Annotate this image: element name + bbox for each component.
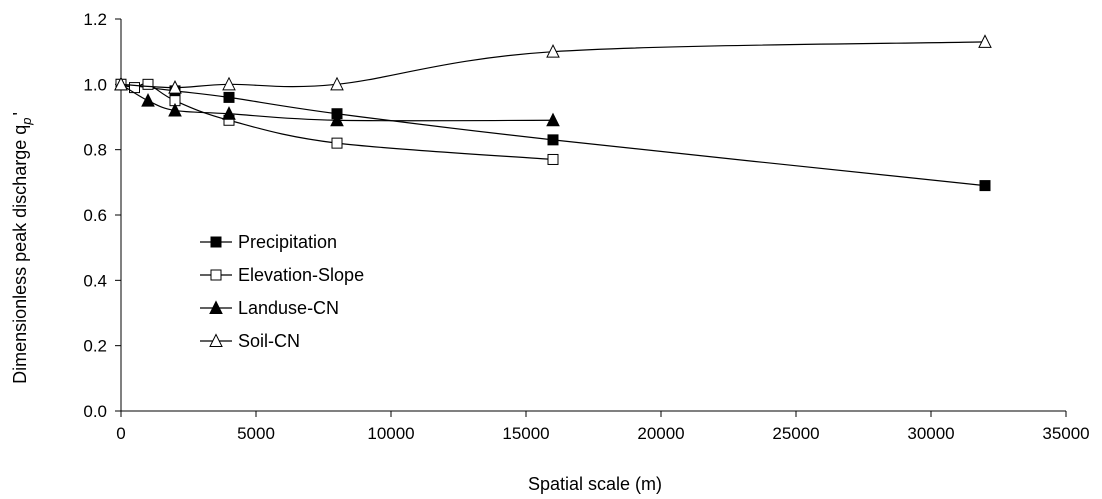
data-point	[330, 112, 344, 127]
legend-marker	[210, 269, 222, 281]
data-point	[168, 102, 182, 117]
data-point	[547, 153, 559, 165]
legend-item: Soil-CN	[200, 331, 300, 351]
x-tick-label: 5000	[237, 424, 275, 443]
data-point	[141, 93, 155, 107]
series-line	[120, 41, 986, 89]
y-axis-title-prime: '	[10, 112, 30, 115]
x-tick-label: 20000	[637, 424, 684, 443]
legend-marker	[209, 333, 223, 347]
data-point	[114, 76, 128, 91]
data-point	[222, 76, 236, 91]
series-precipitation	[115, 78, 991, 192]
legend-label: Precipitation	[238, 232, 337, 252]
y-tick-label: 0.6	[83, 206, 107, 225]
x-tick-label: 25000	[772, 424, 819, 443]
y-tick-label: 1.0	[83, 75, 107, 94]
y-axis-title-main: Dimensionless peak discharge q	[10, 125, 30, 384]
legend-marker	[210, 236, 222, 248]
data-point	[222, 106, 236, 120]
x-axis-title: Spatial scale (m)	[528, 474, 662, 494]
data-point	[547, 134, 559, 146]
series-layer	[114, 34, 992, 192]
x-tick-label: 0	[116, 424, 125, 443]
series-line	[120, 83, 986, 187]
x-tick-label: 35000	[1042, 424, 1089, 443]
data-point	[223, 91, 235, 103]
y-tick-label: 0.8	[83, 141, 107, 160]
x-tick-label: 30000	[907, 424, 954, 443]
data-point	[142, 78, 154, 90]
legend-label: Landuse-CN	[238, 298, 339, 318]
legend-item: Elevation-Slope	[200, 265, 364, 285]
x-axis: 0 5000 10000 15000 20000 25000 30000 35000	[116, 411, 1090, 443]
y-axis-title-subscript: p	[19, 118, 34, 126]
data-point	[330, 76, 344, 91]
x-tick-label: 15000	[502, 424, 549, 443]
x-tick-label: 10000	[367, 424, 414, 443]
y-tick-label: 0.0	[83, 402, 107, 421]
data-point	[331, 137, 343, 149]
data-point	[546, 44, 560, 58]
series-soil-cn	[114, 34, 992, 94]
data-point	[978, 34, 992, 48]
legend: Precipitation Elevation-Slope Landuse-CN So…	[200, 232, 364, 351]
data-point	[168, 79, 182, 94]
legend-item: Landuse-CN	[200, 298, 339, 318]
y-axis-title: Dimensionless peak discharge qp '	[10, 112, 34, 384]
legend-label: Elevation-Slope	[238, 265, 364, 285]
data-point	[979, 180, 991, 192]
legend-marker	[209, 300, 223, 314]
data-point	[546, 112, 560, 127]
y-axis: 0.0 0.2 0.4 0.6 0.8 1.0 1.2	[83, 10, 121, 421]
legend-item: Precipitation	[200, 232, 337, 252]
y-tick-label: 1.2	[83, 10, 107, 29]
y-tick-label: 0.2	[83, 337, 107, 356]
y-tick-label: 0.4	[83, 271, 107, 290]
legend-label: Soil-CN	[238, 331, 300, 351]
plot-area	[120, 19, 1066, 412]
